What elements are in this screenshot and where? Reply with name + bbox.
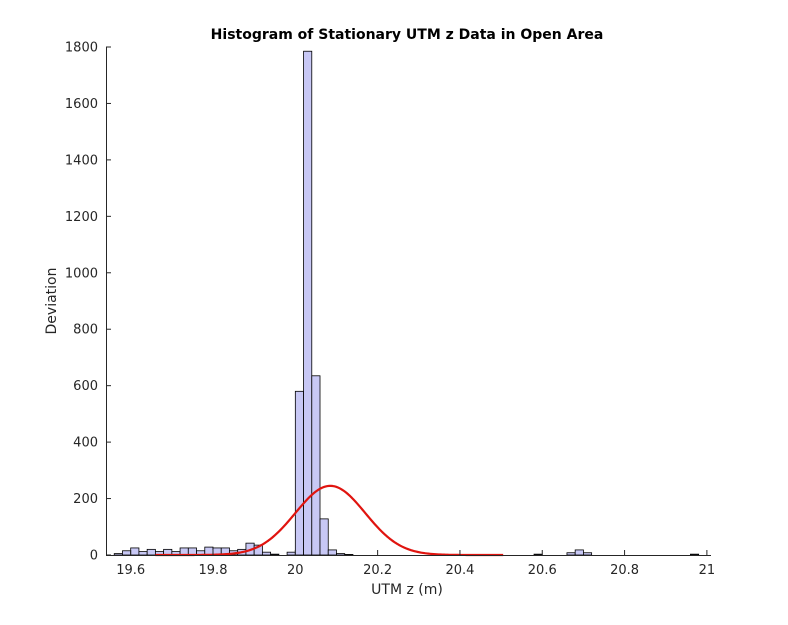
x-tick-label: 19.8 [199,563,228,578]
x-tick-label: 21 [699,563,716,578]
fit-curve-layer [155,484,504,557]
y-tick-label: 200 [73,492,98,507]
y-axis-label: Deviation [44,268,60,335]
x-axis-label: UTM z (m) [371,582,443,598]
x-ticks: 19.6 19.8 20 20.2 20.4 20.6 20.8 21 [116,550,715,578]
y-tick-label: 1600 [65,97,98,112]
y-tick-label: 1000 [65,266,98,281]
histogram-bar [344,554,354,556]
y-tick-label: 1800 [65,41,98,56]
histogram-bar [261,551,272,556]
axes [106,47,711,556]
histogram-bar [533,553,543,556]
histogram-bar [138,551,148,556]
histogram-bar [583,552,593,556]
histogram-bar [311,375,321,556]
x-tick-label: 19.6 [116,563,145,578]
histogram-bar [146,548,156,556]
x-tick-label: 20.2 [363,563,392,578]
chart-title: Histogram of Stationary UTM z Data in Op… [211,27,604,43]
histogram-bar [327,549,337,556]
y-tick-label: 1200 [65,210,98,225]
histogram-bar [303,50,313,556]
y-ticks: 0 200 400 600 800 1000 1200 1400 1600 1800 [65,41,111,564]
histogram-bar [319,518,329,556]
histogram-bar [574,549,584,556]
y-tick-label: 400 [73,436,98,451]
histogram-bar [294,390,304,556]
histogram-bars [113,50,700,556]
histogram-bar [286,551,296,556]
x-tick-label: 20.6 [528,563,557,578]
y-tick-label: 1400 [65,153,98,168]
normal-fit-curve [155,484,504,557]
x-tick-label: 20.8 [610,563,639,578]
histogram-bar [270,553,280,556]
histogram-bar [113,553,123,556]
x-tick-label: 20.4 [445,563,474,578]
y-tick-label: 600 [73,379,98,394]
y-tick-label: 0 [90,549,98,564]
histogram-bar [130,547,140,556]
histogram-bar [336,553,346,556]
histogram-bar [566,552,576,556]
histogram-bar [690,553,700,556]
y-tick-label: 800 [73,323,98,338]
x-tick-label: 20 [287,563,304,578]
histogram-bar [122,550,132,556]
